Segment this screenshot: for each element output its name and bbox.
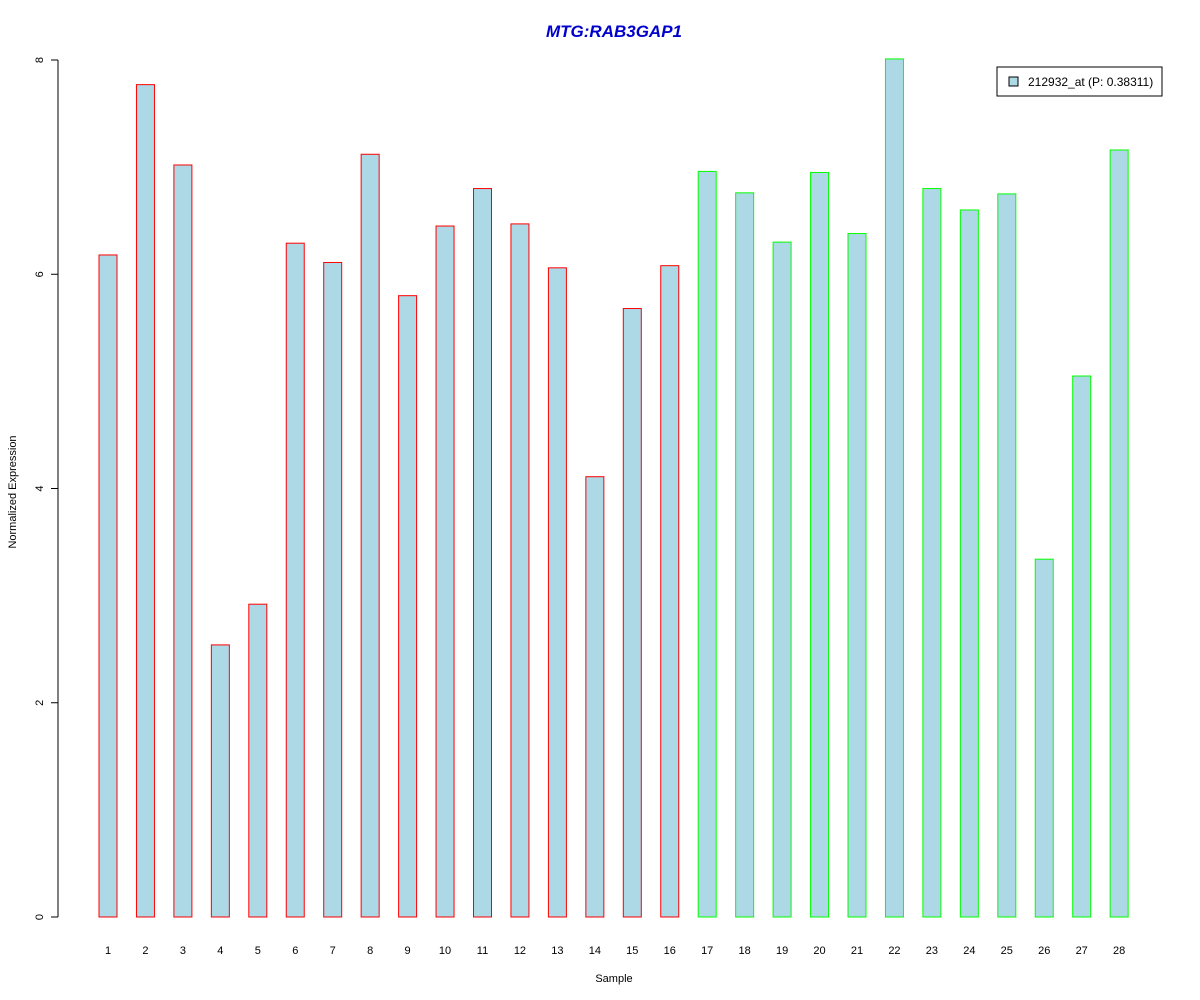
x-tick-label: 22 [888, 945, 900, 957]
bar-sample-10 [435, 225, 455, 918]
x-tick-label: 25 [1001, 945, 1013, 957]
x-tick-label: 10 [439, 945, 451, 957]
x-tick-label: 2 [142, 945, 148, 957]
bar-sample-18 [735, 192, 755, 918]
x-tick-label: 3 [180, 945, 186, 957]
x-tick-label: 4 [217, 945, 223, 957]
bar-sample-9 [398, 295, 418, 918]
x-tick-labels: 1 2 3 4 5 6 7 8 9 10 11 12 13 14 15 16 17 18 19 20 21 22 23 24 2… [105, 945, 1125, 957]
bar-series [98, 58, 1129, 918]
bar-sample-5 [248, 603, 268, 918]
x-tick-label: 21 [851, 945, 863, 957]
y-tick-label: 8 [34, 57, 46, 63]
x-tick-label: 15 [626, 945, 638, 957]
bar-sample-15 [622, 308, 642, 918]
x-tick-label: 20 [813, 945, 825, 957]
legend: 212932_at (P: 0.38311) [996, 66, 1163, 97]
legend-swatch [1008, 76, 1019, 87]
x-tick-label: 19 [776, 945, 788, 957]
y-axis-label: Normalized Expression [7, 435, 19, 548]
x-tick-label: 11 [477, 945, 488, 957]
bar-sample-26 [1034, 558, 1054, 918]
bar-sample-3 [173, 164, 193, 918]
bar-sample-16 [660, 265, 680, 918]
x-tick-label: 26 [1038, 945, 1050, 957]
bar-sample-17 [697, 170, 717, 918]
x-tick-label: 13 [551, 945, 563, 957]
x-tick-label: 7 [330, 945, 336, 957]
x-tick-label: 9 [405, 945, 411, 957]
y-tick-label: 0 [34, 914, 46, 920]
x-axis-label: Sample [595, 973, 632, 985]
x-tick-label: 5 [255, 945, 261, 957]
legend-label: 212932_at (P: 0.38311) [1028, 75, 1153, 89]
x-tick-label: 14 [589, 945, 601, 957]
y-tick-label: 4 [34, 485, 46, 491]
y-tick-label: 2 [34, 700, 46, 706]
bar-sample-24 [959, 209, 979, 918]
x-tick-label: 6 [292, 945, 298, 957]
bar-sample-22 [884, 58, 904, 918]
x-tick-label: 27 [1076, 945, 1088, 957]
bar-sample-20 [810, 171, 830, 918]
x-tick-label: 17 [701, 945, 713, 957]
bar-sample-2 [135, 84, 155, 918]
bar-sample-27 [1072, 375, 1092, 918]
x-tick-label: 18 [739, 945, 751, 957]
y-tick-label: 6 [34, 271, 46, 277]
x-tick-label: 23 [926, 945, 938, 957]
x-tick-label: 28 [1113, 945, 1125, 957]
bar-sample-4 [210, 644, 230, 918]
y-axis: 0 2 4 6 8 [34, 57, 59, 920]
x-tick-label: 24 [963, 945, 975, 957]
bar-sample-13 [547, 267, 567, 918]
bar-sample-19 [772, 241, 792, 918]
bar-sample-14 [585, 476, 605, 918]
legend-box [996, 66, 1163, 97]
x-tick-label: 1 [105, 945, 111, 957]
bar-sample-8 [360, 153, 380, 918]
bar-sample-23 [922, 188, 942, 918]
x-tick-label: 16 [664, 945, 676, 957]
bar-sample-7 [323, 261, 343, 918]
bar-sample-25 [997, 193, 1017, 918]
bar-sample-21 [847, 233, 867, 918]
x-tick-label: 8 [367, 945, 373, 957]
x-tick-label: 12 [514, 945, 526, 957]
bar-sample-1 [98, 254, 118, 918]
chart-title: MTG:RAB3GAP1 [546, 22, 682, 41]
bar-sample-6 [285, 242, 305, 918]
bar-sample-28 [1109, 149, 1129, 918]
bar-sample-12 [510, 223, 530, 918]
bar-sample-11 [473, 188, 492, 918]
